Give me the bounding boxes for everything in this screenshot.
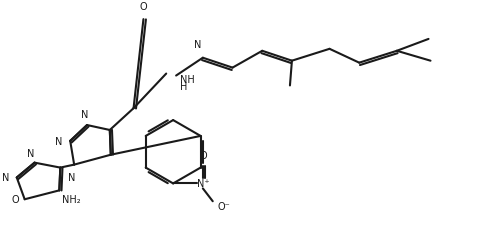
Text: O: O [11, 194, 19, 204]
Text: N: N [55, 136, 62, 146]
Text: O: O [140, 2, 147, 12]
Text: NH₂: NH₂ [62, 194, 80, 204]
Text: N: N [81, 110, 89, 119]
Text: N: N [68, 172, 76, 182]
Text: H: H [180, 82, 187, 92]
Text: N: N [2, 173, 10, 183]
Text: N⁺: N⁺ [196, 179, 209, 189]
Text: O: O [199, 150, 207, 160]
Text: N: N [194, 40, 201, 50]
Text: NH: NH [180, 74, 195, 84]
Text: O⁻: O⁻ [218, 201, 231, 211]
Text: N: N [27, 148, 34, 158]
